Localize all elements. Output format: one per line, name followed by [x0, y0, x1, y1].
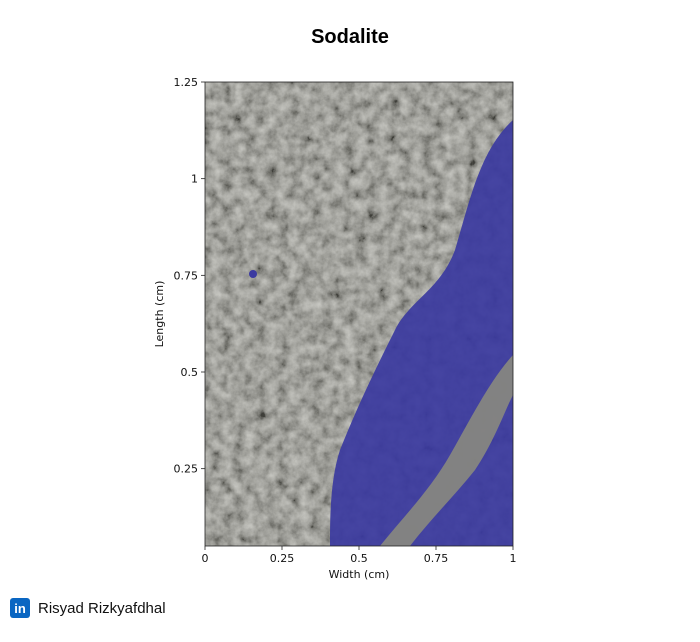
mineral-photo: [205, 82, 513, 546]
blue-speck: [249, 270, 257, 278]
y-tick-label: 0.75: [174, 269, 199, 282]
author-credit: in Risyad Rizkyafdhal: [10, 598, 166, 618]
linkedin-icon[interactable]: in: [10, 598, 30, 618]
y-tick-label: 1.25: [174, 76, 199, 89]
author-name: Risyad Rizkyafdhal: [38, 599, 166, 617]
x-tick-label: 1: [510, 552, 517, 565]
x-tick-label: 0.25: [270, 552, 295, 565]
gray-vein: [380, 355, 513, 546]
x-tick-label: 0: [202, 552, 209, 565]
y-tick-label: 0.25: [174, 463, 199, 476]
y-tick-label: 0.5: [181, 366, 199, 379]
x-tick-label: 0.75: [424, 552, 449, 565]
y-tick-label: 1: [191, 173, 198, 186]
y-axis: 0.25 0.5 0.75 1 1.25: [174, 76, 205, 476]
x-tick-label: 0.5: [350, 552, 368, 565]
x-axis-label: Width (cm): [329, 568, 390, 581]
figure-title: Sodalite: [311, 26, 389, 48]
y-axis-label: Length (cm): [153, 281, 166, 348]
x-axis: 0 0.25 0.5 0.75 1: [202, 546, 517, 565]
